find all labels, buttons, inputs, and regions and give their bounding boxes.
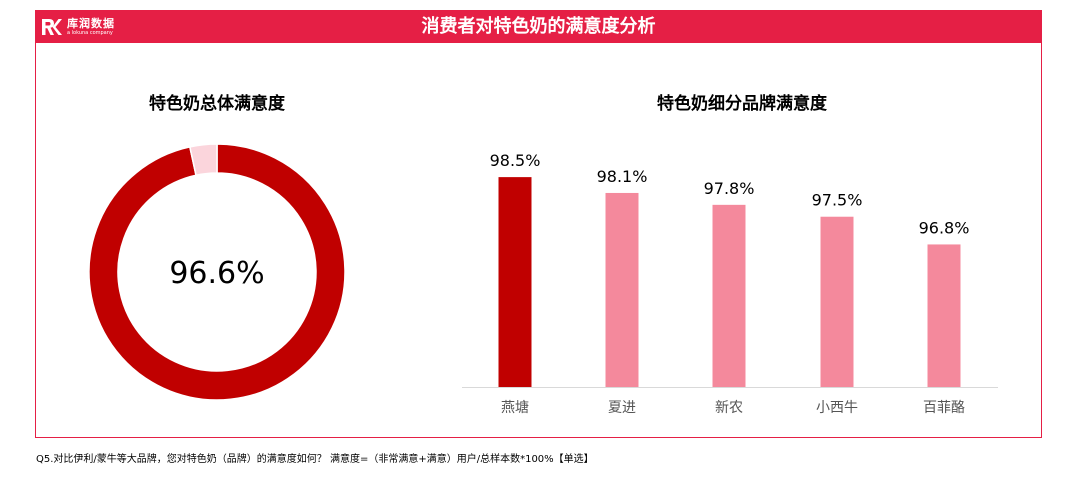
bar-category-label-2: 新农 bbox=[715, 400, 743, 416]
bar-data-label-3: 97.5% bbox=[812, 191, 863, 210]
bar-category-label-4: 百菲酪 bbox=[923, 400, 965, 416]
bar-category-label-0: 燕塘 bbox=[501, 400, 529, 416]
page-title: 消费者对特色奶的满意度分析 bbox=[421, 16, 656, 37]
bar-1 bbox=[605, 192, 639, 387]
logo: 库润数据 a lokuna company bbox=[41, 14, 115, 40]
logo-icon bbox=[42, 19, 62, 35]
bar-3 bbox=[820, 216, 854, 387]
bar-title: 特色奶细分品牌满意度 bbox=[657, 93, 828, 114]
bar-category-label-3: 小西牛 bbox=[816, 400, 858, 416]
bar-data-label-1: 98.1% bbox=[597, 167, 648, 186]
donut-title: 特色奶总体满意度 bbox=[149, 93, 286, 114]
bar-data-label-4: 96.8% bbox=[919, 218, 970, 237]
footnote: Q5.对比伊利/蒙牛等大品牌，您对特色奶（品牌）的满意度如何？ 满意度=（非常满… bbox=[36, 454, 594, 465]
header-bar: 库润数据 a lokuna company 消费者对特色奶的满意度分析 bbox=[35, 10, 1042, 43]
bar-data-label-2: 97.8% bbox=[704, 179, 755, 198]
logo-tagline: a lokuna company bbox=[67, 30, 113, 36]
donut-slice-0 bbox=[88, 143, 346, 401]
logo-text: 库润数据 bbox=[67, 17, 115, 30]
bar-category-label-1: 夏进 bbox=[608, 400, 636, 416]
content-frame bbox=[35, 43, 1042, 438]
bar-0 bbox=[498, 177, 532, 387]
bar-4 bbox=[927, 244, 961, 387]
bar-data-label-0: 98.5% bbox=[490, 151, 541, 170]
donut-slice-1 bbox=[188, 143, 218, 177]
bar-2 bbox=[712, 204, 746, 387]
donut-center-label: 96.6% bbox=[169, 256, 264, 291]
